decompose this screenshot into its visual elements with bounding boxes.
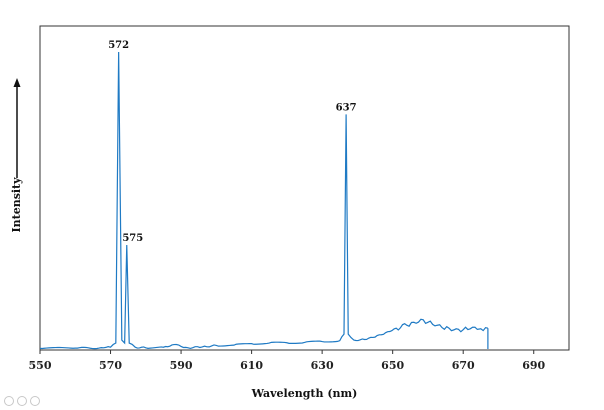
x-tick-label-650: 650: [381, 359, 404, 372]
zoom-out-icon[interactable]: [4, 396, 14, 406]
y-axis-arrow: [13, 78, 21, 178]
footer-controls: [4, 396, 40, 406]
spectrum-series-line: [39, 51, 489, 350]
peak-label-572: 572: [108, 40, 129, 51]
peak-label-637: 637: [336, 102, 357, 113]
x-tick-label-590: 590: [170, 359, 193, 372]
y-axis-title: Intensity: [10, 177, 23, 233]
x-tick-label-690: 690: [522, 359, 545, 372]
x-tick-label-550: 550: [29, 359, 52, 372]
peak-labels: 572 575 637: [108, 40, 356, 244]
x-axis-tick-labels: 550 570 590 610 630 650 670 690: [29, 359, 546, 372]
x-tick-label-570: 570: [99, 359, 122, 372]
x-tick-label-610: 610: [240, 359, 263, 372]
plot-frame: [39, 25, 570, 351]
x-tick-label-630: 630: [311, 359, 334, 372]
y-arrow-head: [13, 78, 21, 87]
zoom-in-icon[interactable]: [17, 396, 27, 406]
x-axis-title: Wavelength (nm): [251, 387, 358, 400]
x-tick-label-670: 670: [452, 359, 475, 372]
x-axis-ticks: [39, 350, 535, 354]
reset-icon[interactable]: [30, 396, 40, 406]
peak-label-575: 575: [122, 233, 143, 244]
